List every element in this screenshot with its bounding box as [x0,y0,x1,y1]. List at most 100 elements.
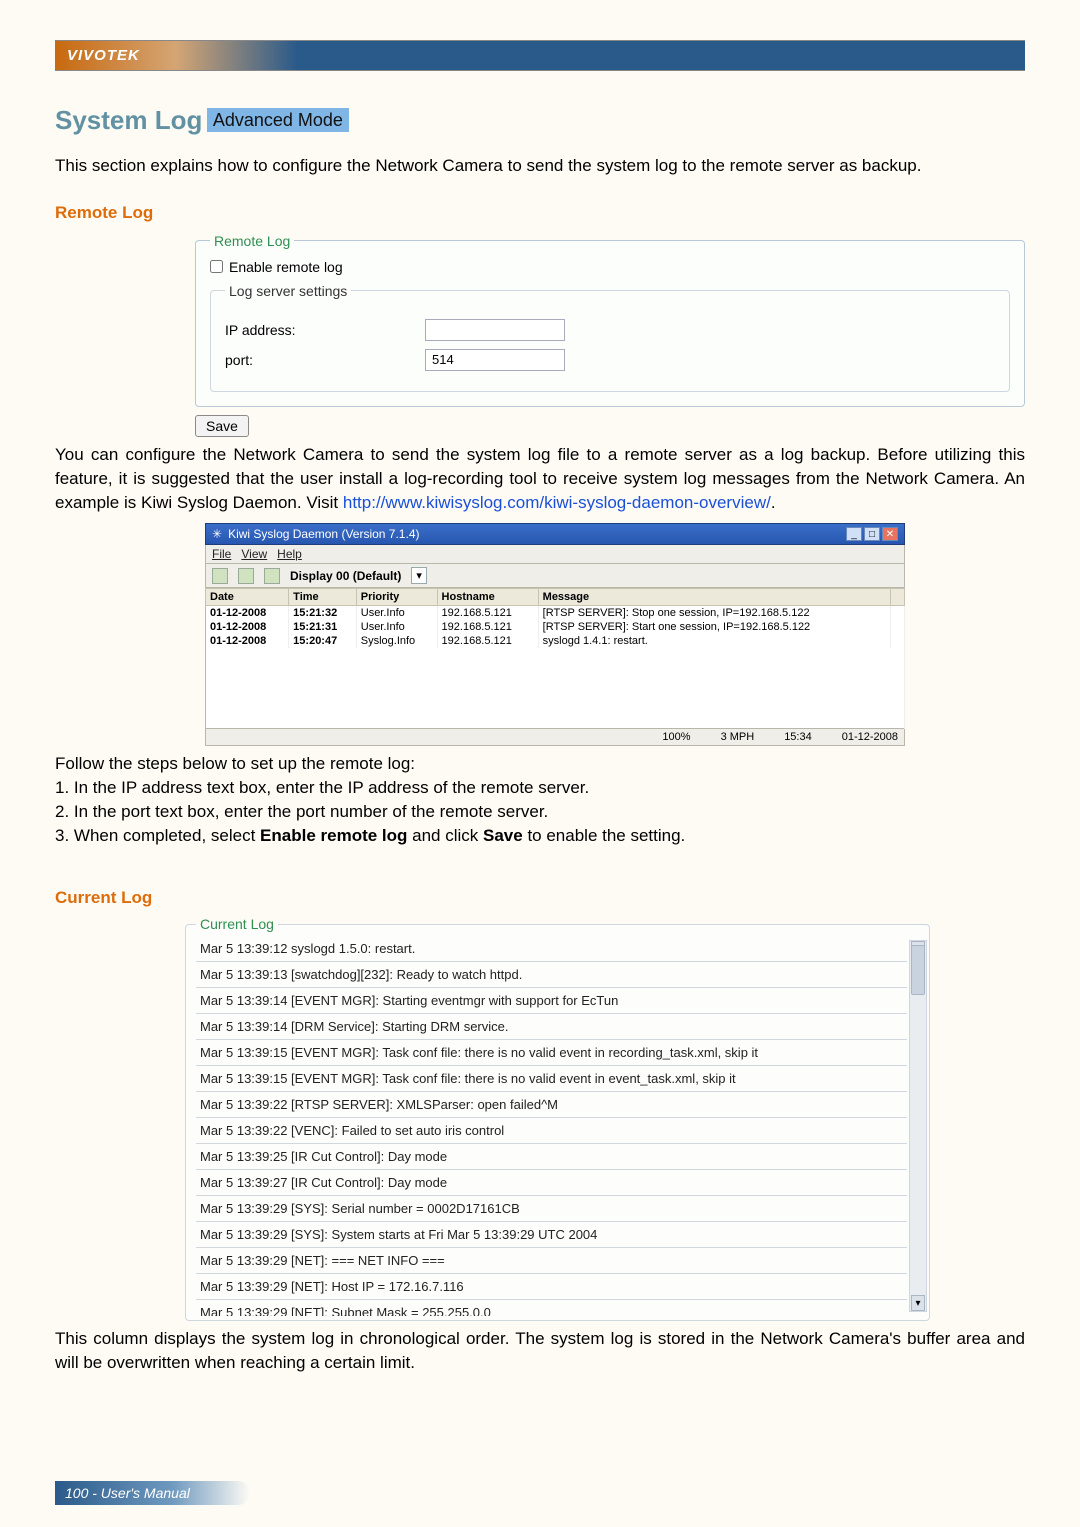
kiwi-link[interactable]: http://www.kiwisyslog.com/kiwi-syslog-da… [343,493,771,512]
log-line: Mar 5 13:39:22 [RTSP SERVER]: XMLSParser… [196,1092,907,1118]
status-date: 01-12-2008 [842,731,898,743]
kiwi-cell-priority: Syslog.Info [356,634,437,648]
log-line: Mar 5 13:39:12 syslogd 1.5.0: restart. [196,936,907,962]
status-time: 15:34 [784,731,812,743]
remote-log-panel: Remote Log Enable remote log Log server … [195,233,1025,437]
page-footer: 100 - User's Manual [55,1481,250,1505]
remote-log-text-after: . [771,493,776,512]
log-line: Mar 5 13:39:27 [IR Cut Control]: Day mod… [196,1170,907,1196]
kiwi-cell-priority: User.Info [356,606,437,621]
kiwi-cell-host: 192.168.5.121 [437,606,538,621]
remote-log-legend: Remote Log [210,233,294,249]
kiwi-cell-host: 192.168.5.121 [437,620,538,634]
kiwi-row[interactable]: 01-12-200815:21:32User.Info192.168.5.121… [206,606,905,621]
current-log-legend: Current Log [196,916,278,932]
kiwi-cell-host: 192.168.5.121 [437,634,538,648]
ip-address-label: IP address: [225,322,425,338]
section-title: System Log [55,105,202,135]
brand-text: VIVOTEK [67,47,140,64]
log-server-settings-legend: Log server settings [225,283,351,299]
col-priority[interactable]: Priority [356,589,437,606]
step-3: 3. When completed, select Enable remote … [55,824,1025,848]
port-label: port: [225,352,425,368]
kiwi-title-text: Kiwi Syslog Daemon (Version 7.1.4) [228,527,419,541]
brand-bar: VIVOTEK [55,40,1025,71]
remote-log-description: You can configure the Network Camera to … [55,443,1025,515]
current-log-scrollbar[interactable]: ▴ ▾ [909,940,927,1312]
kiwi-window: ✳ Kiwi Syslog Daemon (Version 7.1.4) _ □… [205,523,905,746]
kiwi-row[interactable]: 01-12-200815:21:31User.Info192.168.5.121… [206,620,905,634]
kiwi-menubar: File View Help [205,545,905,564]
step-1: 1. In the IP address text box, enter the… [55,776,1025,800]
log-line: Mar 5 13:39:13 [swatchdog][232]: Ready t… [196,962,907,988]
kiwi-row[interactable]: 01-12-200815:20:47Syslog.Info192.168.5.1… [206,634,905,648]
log-line: Mar 5 13:39:29 [SYS]: Serial number = 00… [196,1196,907,1222]
kiwi-cell-msg: [RTSP SERVER]: Stop one session, IP=192.… [538,606,890,621]
log-line: Mar 5 13:39:29 [NET]: === NET INFO === [196,1248,907,1274]
current-log-description: This column displays the system log in c… [55,1327,1025,1375]
step-2: 2. In the port text box, enter the port … [55,800,1025,824]
ip-address-input[interactable] [425,319,565,341]
step3-bold1: Enable remote log [260,826,407,845]
close-icon[interactable]: ✕ [882,527,898,541]
kiwi-cell-date: 01-12-2008 [206,620,289,634]
menu-view[interactable]: View [241,547,267,561]
kiwi-cell-priority: User.Info [356,620,437,634]
steps-block: Follow the steps below to set up the rem… [55,752,1025,849]
remote-log-heading: Remote Log [55,203,1025,223]
step3-bold2: Save [483,826,523,845]
section-heading-row: System Log Advanced Mode [55,105,1025,136]
port-input[interactable] [425,349,565,371]
enable-remote-log-label: Enable remote log [229,259,343,275]
save-button[interactable]: Save [195,415,249,437]
advanced-mode-badge: Advanced Mode [207,108,349,132]
col-message[interactable]: Message [538,589,890,606]
kiwi-cell-time: 15:21:32 [289,606,357,621]
kiwi-cell-msg: [RTSP SERVER]: Start one session, IP=192… [538,620,890,634]
log-line: Mar 5 13:39:25 [IR Cut Control]: Day mod… [196,1144,907,1170]
steps-intro: Follow the steps below to set up the rem… [55,752,1025,776]
kiwi-titlebar: ✳ Kiwi Syslog Daemon (Version 7.1.4) _ □… [205,523,905,545]
menu-file[interactable]: File [212,547,231,561]
log-line: Mar 5 13:39:22 [VENC]: Failed to set aut… [196,1118,907,1144]
log-line: Mar 5 13:39:14 [EVENT MGR]: Starting eve… [196,988,907,1014]
kiwi-cell-time: 15:20:47 [289,634,357,648]
display-label: Display 00 (Default) [290,569,401,583]
kiwi-log-table: Date Time Priority Hostname Message 01-1… [205,588,905,729]
step3-prefix: 3. When completed, select [55,826,260,845]
menu-help[interactable]: Help [277,547,302,561]
maximize-icon[interactable]: □ [864,527,880,541]
col-scroll-gap [891,589,905,606]
current-log-panel: Current Log Mar 5 13:39:12 syslogd 1.5.0… [185,916,930,1321]
log-line: Mar 5 13:39:29 [NET]: Host IP = 172.16.7… [196,1274,907,1300]
kiwi-toolbar: Display 00 (Default) ▾ [205,564,905,588]
status-mph: 3 MPH [721,731,755,743]
current-log-heading: Current Log [55,888,1025,908]
scroll-down-icon[interactable]: ▾ [911,1295,925,1311]
col-hostname[interactable]: Hostname [437,589,538,606]
kiwi-cell-time: 15:21:31 [289,620,357,634]
kiwi-cell-msg: syslogd 1.4.1: restart. [538,634,890,648]
status-pct: 100% [662,731,690,743]
kiwi-app-icon: ✳ [212,527,222,541]
toolbar-icon-1[interactable] [212,568,228,584]
toolbar-icon-3[interactable] [264,568,280,584]
display-dropdown[interactable]: ▾ [411,567,427,584]
intro-paragraph: This section explains how to configure t… [55,154,1025,179]
kiwi-cell-date: 01-12-2008 [206,634,289,648]
kiwi-cell-date: 01-12-2008 [206,606,289,621]
current-log-body: Mar 5 13:39:12 syslogd 1.5.0: restart.Ma… [196,936,929,1316]
scroll-thumb[interactable] [911,945,925,995]
toolbar-icon-2[interactable] [238,568,254,584]
col-date[interactable]: Date [206,589,289,606]
col-time[interactable]: Time [289,589,357,606]
minimize-icon[interactable]: _ [846,527,862,541]
log-line: Mar 5 13:39:15 [EVENT MGR]: Task conf fi… [196,1040,907,1066]
log-line: Mar 5 13:39:29 [NET]: Subnet Mask = 255.… [196,1300,907,1316]
step3-mid: and click [407,826,483,845]
log-line: Mar 5 13:39:15 [EVENT MGR]: Task conf fi… [196,1066,907,1092]
enable-remote-log-checkbox[interactable] [210,260,223,273]
step3-suffix: to enable the setting. [523,826,686,845]
kiwi-statusbar: 100% 3 MPH 15:34 01-12-2008 [205,729,905,746]
log-line: Mar 5 13:39:29 [SYS]: System starts at F… [196,1222,907,1248]
